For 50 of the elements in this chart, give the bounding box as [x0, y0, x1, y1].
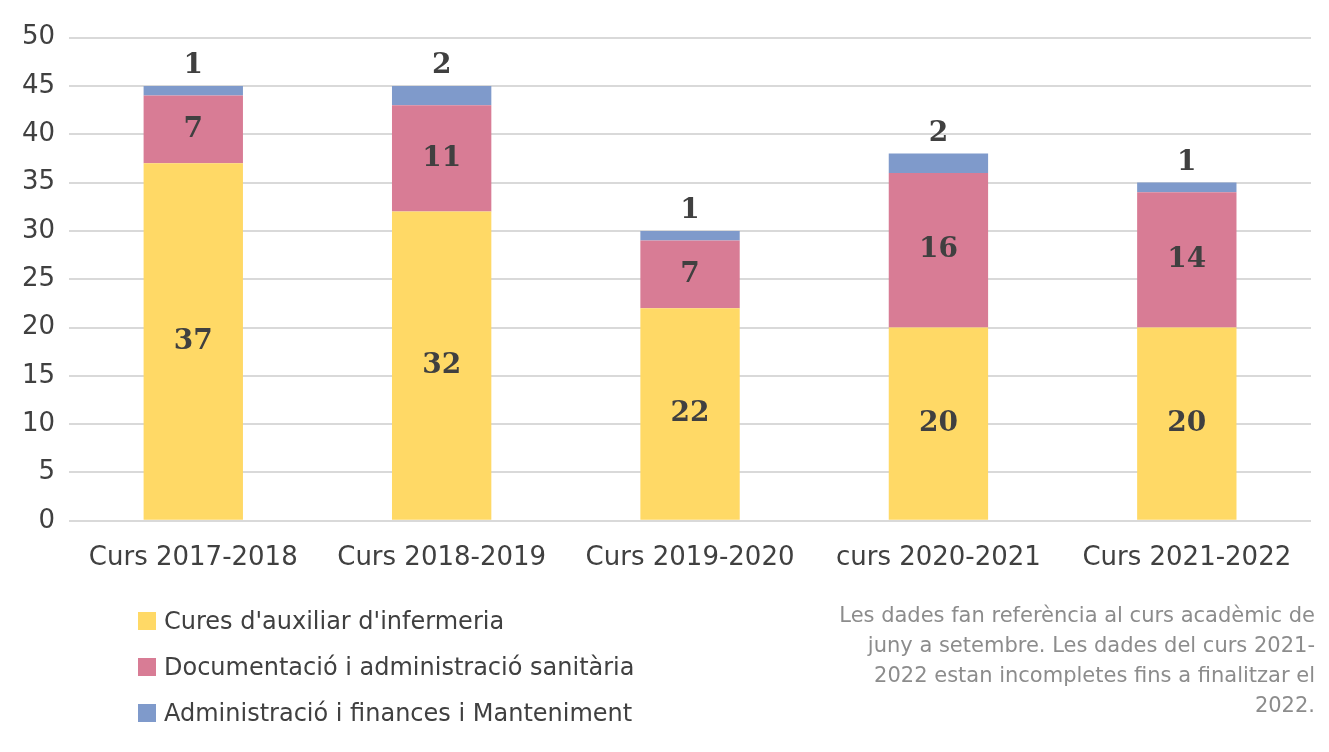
x-tick-label: curs 2020-2021 — [835, 541, 1041, 572]
x-tick-label: Curs 2019-2020 — [585, 541, 795, 572]
bar — [143, 95, 243, 164]
bar — [888, 172, 989, 328]
y-tick-label: 20 — [21, 310, 56, 341]
y-tick-label: 40 — [21, 116, 56, 147]
data-label: 2 — [431, 47, 452, 81]
y-tick-label: 35 — [21, 165, 56, 196]
y-tick-label: 5 — [38, 455, 56, 486]
bar — [1137, 327, 1237, 520]
bar — [391, 105, 492, 212]
bar — [640, 240, 740, 309]
data-label: 1 — [183, 47, 204, 81]
x-tick-label: Curs 2021-2022 — [1082, 541, 1292, 572]
data-label: 7 — [183, 110, 204, 144]
bar — [640, 230, 740, 241]
legend-label: Administració i finances i Manteniment — [164, 699, 633, 727]
x-tick-label: Curs 2018-2019 — [337, 541, 547, 572]
bar — [143, 163, 243, 520]
y-tick-label: 50 — [21, 20, 56, 51]
bar — [888, 327, 989, 520]
bar — [391, 211, 492, 520]
y-tick-label: 0 — [38, 503, 56, 534]
x-tick-label: Curs 2017-2018 — [88, 541, 298, 572]
data-label: 32 — [422, 346, 462, 380]
y-tick-label: 15 — [21, 358, 56, 389]
bar — [1137, 182, 1237, 193]
data-label: 22 — [670, 395, 710, 429]
data-label: 20 — [918, 404, 958, 438]
text: Les dades fan referència al curs acadèmic de juny a setembre. Les dades del curs 2021-2022 estan incompletes fins a finalitzar el 2022. — [838, 602, 1315, 719]
y-tick-label: 25 — [21, 261, 56, 292]
data-label: 14 — [1167, 241, 1207, 275]
data-label: 1 — [1177, 143, 1197, 177]
data-label: 1 — [680, 192, 700, 226]
data-label: 2 — [928, 114, 949, 148]
y-tick-label: 45 — [21, 68, 56, 99]
y-tick-label: 10 — [21, 406, 56, 437]
bar — [1137, 192, 1237, 328]
bar — [640, 308, 740, 520]
data-label: 37 — [173, 322, 213, 356]
data-label: 11 — [422, 139, 462, 173]
data-label: 20 — [1167, 404, 1207, 438]
data-label: 16 — [918, 231, 958, 265]
legend-label: Documentació i administració sanitària — [164, 653, 635, 681]
bar — [143, 85, 243, 96]
data-label: 7 — [680, 255, 700, 289]
bar — [391, 85, 492, 106]
legend-label: Cures d'auxiliar d'infermeria — [164, 607, 505, 635]
y-tick-label: 30 — [21, 213, 56, 244]
bar — [888, 153, 989, 173]
